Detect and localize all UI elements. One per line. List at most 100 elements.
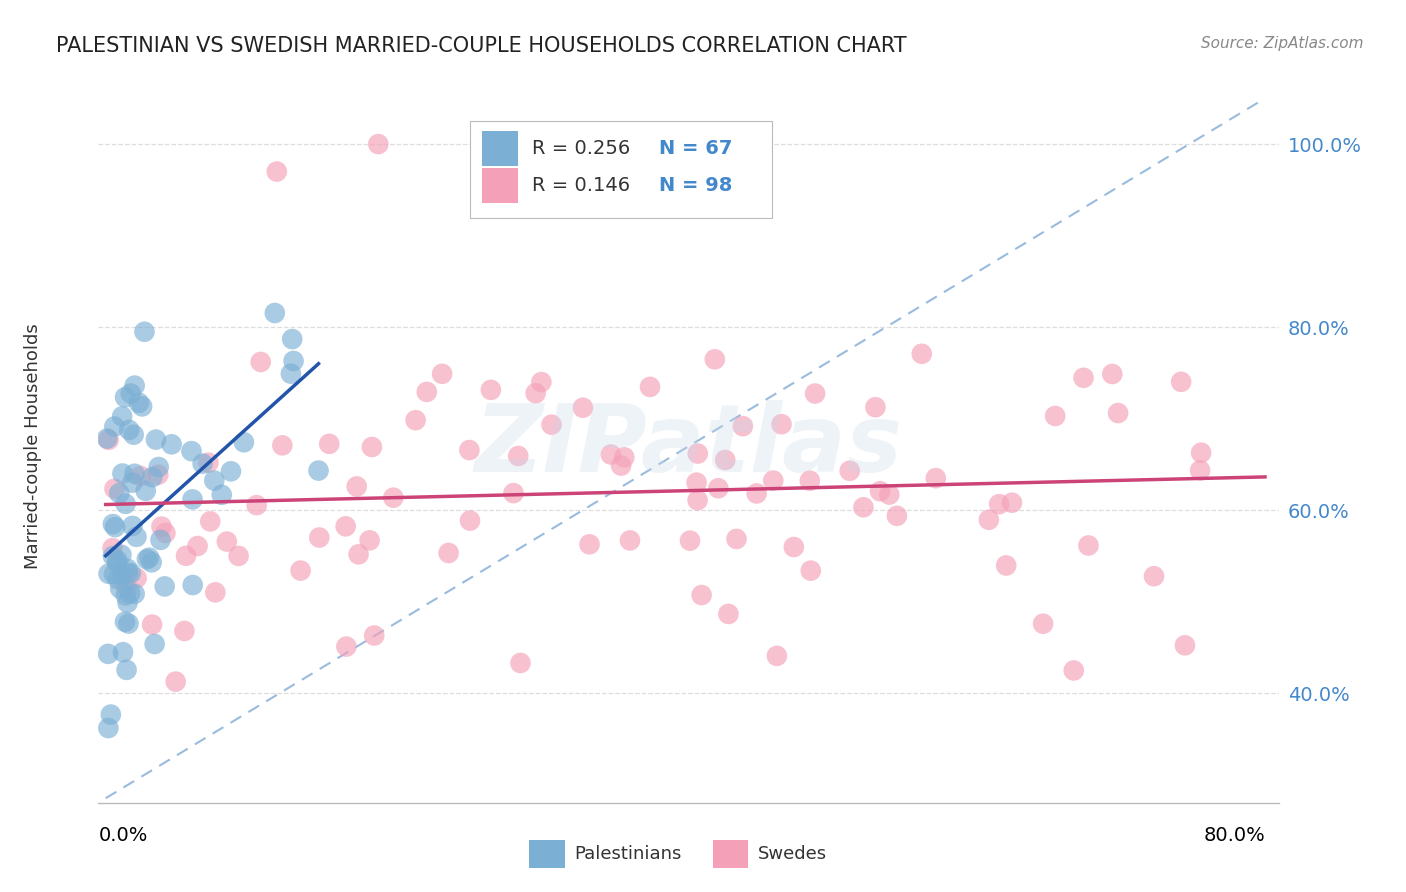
Point [599, 448, 621, 462]
Point [117, 562, 139, 576]
Point [886, 508, 908, 523]
Point [120, 566, 142, 581]
Point [148, 460, 170, 475]
Point [263, 306, 285, 320]
Point [101, 541, 124, 556]
Point [180, 444, 202, 458]
Point [1073, 371, 1095, 385]
Point [105, 553, 128, 567]
Point [104, 520, 127, 534]
Text: 80.0%: 80.0% [1204, 826, 1265, 845]
Point [124, 467, 146, 481]
Point [686, 446, 709, 460]
Point [572, 401, 595, 415]
Point [228, 549, 250, 563]
Point [1001, 496, 1024, 510]
Point [1143, 569, 1166, 583]
Point [165, 674, 187, 689]
Point [160, 437, 183, 451]
Point [134, 325, 156, 339]
Text: R = 0.146: R = 0.146 [531, 176, 630, 195]
Point [714, 453, 737, 467]
Point [610, 458, 633, 473]
Point [804, 386, 827, 401]
Point [308, 531, 330, 545]
Point [1077, 539, 1099, 553]
Point [115, 663, 138, 677]
Point [135, 483, 157, 498]
Point [120, 386, 142, 401]
Point [114, 497, 136, 511]
Point [416, 384, 439, 399]
Point [283, 354, 305, 368]
Point [838, 464, 860, 478]
Point [852, 500, 875, 515]
Point [174, 549, 197, 563]
Point [509, 656, 531, 670]
Point [141, 555, 163, 569]
Point [1107, 406, 1129, 420]
Point [141, 617, 163, 632]
Text: PALESTINIAN VS SWEDISH MARRIED-COUPLE HOUSEHOLDS CORRELATION CHART: PALESTINIAN VS SWEDISH MARRIED-COUPLE HO… [56, 36, 907, 55]
Point [707, 481, 730, 495]
Point [125, 571, 148, 585]
Point [202, 474, 225, 488]
Point [125, 530, 148, 544]
Point [335, 519, 357, 533]
Point [191, 457, 214, 471]
Point [271, 438, 294, 452]
Point [382, 491, 405, 505]
Text: 0.0%: 0.0% [98, 826, 148, 845]
Point [211, 488, 233, 502]
Point [111, 568, 134, 582]
Point [766, 648, 789, 663]
Point [359, 533, 381, 548]
Point [799, 474, 821, 488]
Point [346, 479, 368, 493]
Point [977, 513, 1000, 527]
Point [458, 443, 481, 458]
Point [124, 587, 146, 601]
Point [1174, 638, 1197, 652]
Point [1189, 463, 1212, 477]
Point [115, 578, 138, 592]
Point [405, 413, 427, 427]
Point [367, 137, 389, 152]
Point [148, 467, 170, 482]
Point [783, 540, 806, 554]
Point [613, 450, 636, 465]
Point [1063, 664, 1085, 678]
FancyBboxPatch shape [530, 840, 565, 869]
Point [770, 417, 793, 432]
Point [638, 380, 661, 394]
Point [114, 588, 136, 602]
Point [108, 486, 131, 500]
Point [1032, 616, 1054, 631]
Point [97, 721, 120, 735]
Point [988, 497, 1011, 511]
Point [197, 456, 219, 470]
Point [437, 546, 460, 560]
Point [502, 486, 524, 500]
Point [107, 573, 129, 587]
Point [112, 645, 135, 659]
Point [762, 474, 785, 488]
Point [108, 582, 131, 596]
Point [117, 566, 139, 581]
Point [679, 533, 702, 548]
Point [703, 352, 725, 367]
Point [141, 470, 163, 484]
Point [121, 519, 143, 533]
Point [204, 585, 226, 599]
Point [347, 547, 370, 561]
Point [725, 532, 748, 546]
Point [280, 367, 302, 381]
Point [111, 409, 134, 424]
Point [731, 419, 754, 434]
Text: Married-couple Households: Married-couple Households [24, 323, 42, 569]
Point [1189, 446, 1212, 460]
Point [101, 549, 124, 563]
Point [135, 552, 157, 566]
Point [114, 615, 136, 629]
Point [685, 475, 707, 490]
